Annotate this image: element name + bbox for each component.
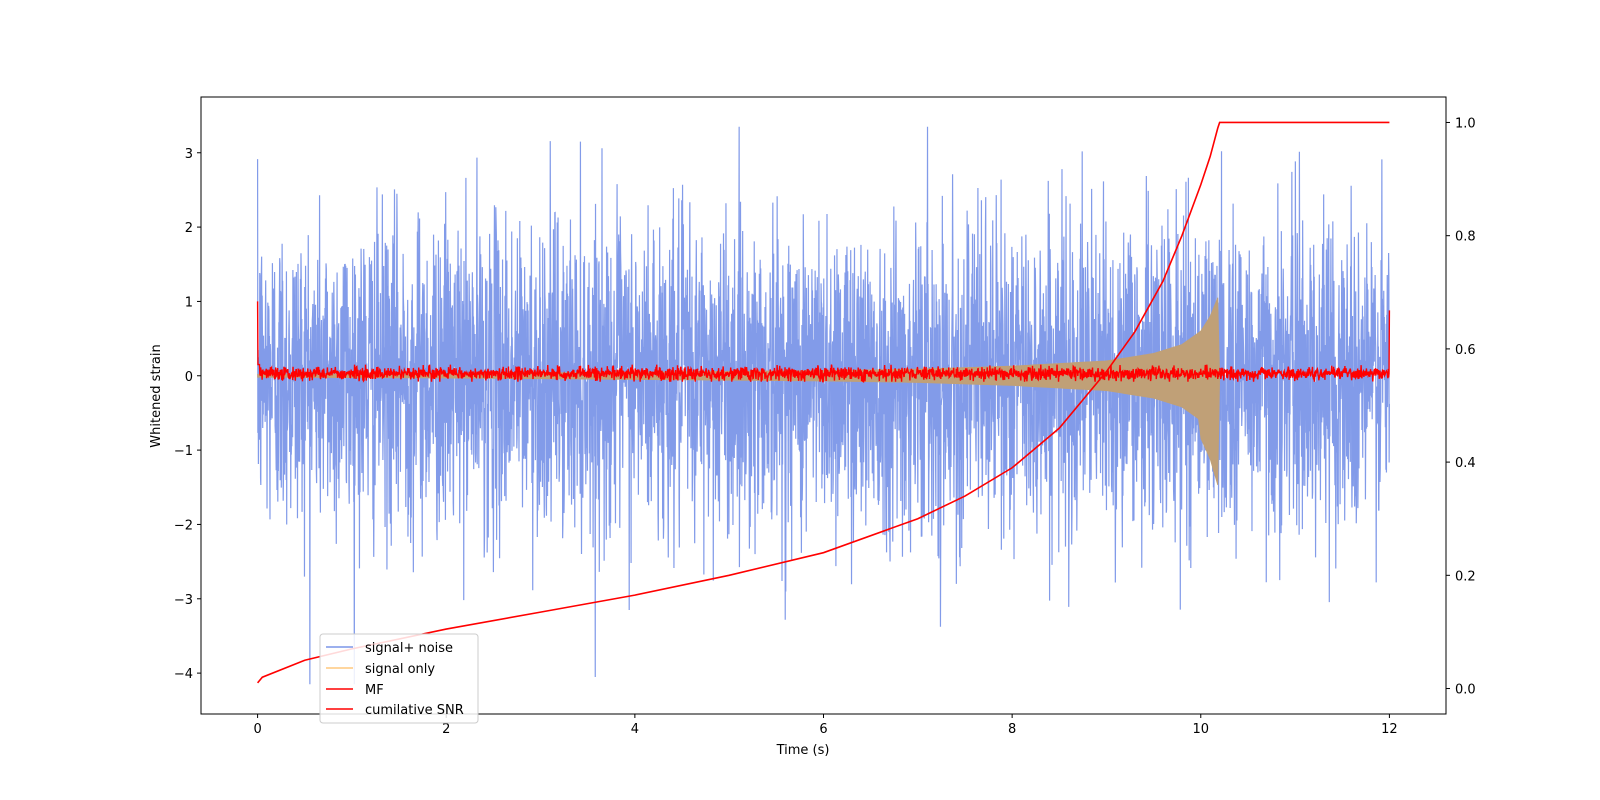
x-tick-label: 4 [631, 722, 639, 737]
legend-label-mf: MF [365, 683, 384, 698]
y2-tick-label: 0.8 [1455, 230, 1476, 245]
y-tick-label: 3 [185, 147, 193, 162]
x-axis-label: Time (s) [776, 743, 830, 758]
x-tick-label: 2 [442, 722, 450, 737]
legend-label-cumulative-snr: cumilative SNR [365, 703, 464, 718]
legend-label-signal-only: signal only [365, 662, 435, 677]
y-tick-label: 1 [185, 295, 193, 310]
legend-label-signal-noise: signal+ noise [365, 641, 453, 656]
x-tick-label: 10 [1192, 722, 1209, 737]
x-tick-label: 6 [819, 722, 827, 737]
x-tick-label: 0 [253, 722, 261, 737]
x-tick-label: 12 [1381, 722, 1398, 737]
y-tick-label: 2 [185, 221, 193, 236]
y-tick-label: 0 [185, 370, 193, 385]
y-tick-label: −3 [174, 593, 193, 608]
y-tick-label: −4 [174, 667, 193, 682]
plot-area [256, 121, 1391, 685]
y2-tick-label: 0.2 [1455, 569, 1476, 584]
y2-tick-label: 0.4 [1455, 456, 1476, 471]
legend: signal+ noise signal only MF cumilative … [319, 633, 479, 724]
y2-tick-label: 0.0 [1455, 683, 1476, 698]
y-axis-label: Whitened strain [149, 344, 164, 447]
legend-box [319, 633, 479, 724]
y2-tick-label: 0.6 [1455, 343, 1476, 358]
y-tick-label: −2 [174, 518, 193, 533]
x-tick-label: 8 [1008, 722, 1016, 737]
series-signal-plus-noise [256, 126, 1391, 685]
series-mf [256, 301, 1391, 383]
y-tick-label: −1 [174, 444, 193, 459]
y2-tick-label: 1.0 [1455, 116, 1476, 131]
